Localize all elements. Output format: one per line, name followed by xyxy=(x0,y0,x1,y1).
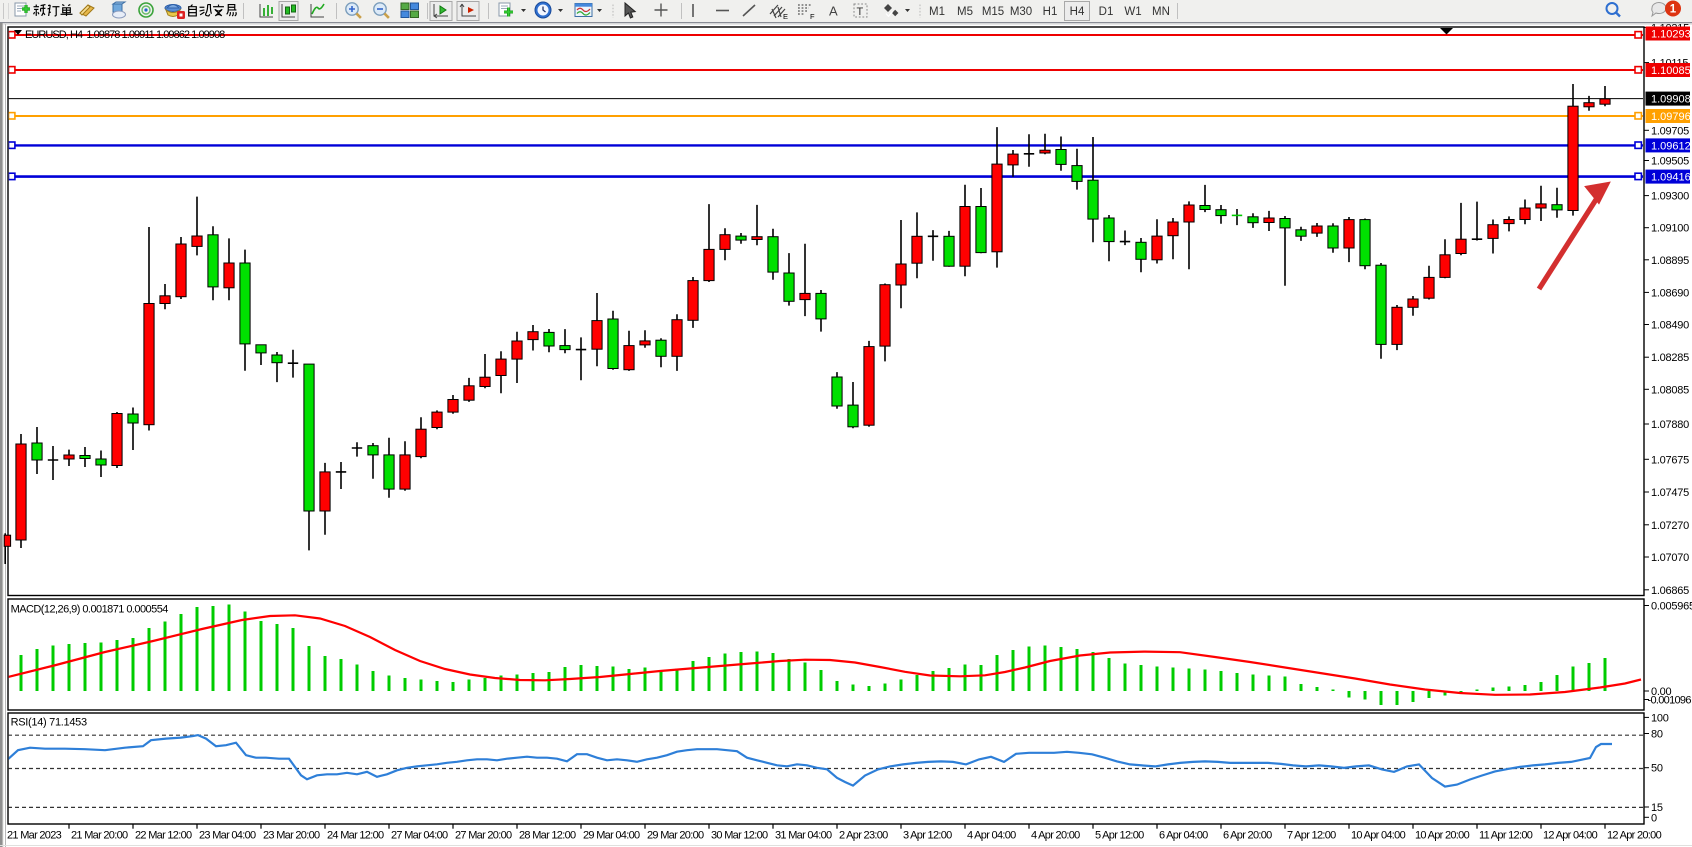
svg-text:2 Apr 23:00: 2 Apr 23:00 xyxy=(839,830,888,842)
svg-text:MACD(12,26,9) 0.001871 0.00055: MACD(12,26,9) 0.001871 0.000554 xyxy=(11,604,169,616)
svg-text:M1: M1 xyxy=(929,6,945,18)
svg-text:50: 50 xyxy=(1651,763,1663,775)
svg-text:1.10085: 1.10085 xyxy=(1651,65,1691,77)
svg-text:1.07270: 1.07270 xyxy=(1651,520,1689,532)
svg-text:M30: M30 xyxy=(1010,6,1032,18)
svg-text:1: 1 xyxy=(1670,4,1677,16)
svg-text:MN: MN xyxy=(1152,6,1170,18)
svg-text:22 Mar 12:00: 22 Mar 12:00 xyxy=(135,830,192,842)
svg-text:EURUSD, H4 1.09878 1.09911 1.: EURUSD, H4 1.09878 1.09911 1.09862 1.099… xyxy=(25,29,225,41)
svg-text:4 Apr 20:00: 4 Apr 20:00 xyxy=(1031,830,1080,842)
svg-text:100: 100 xyxy=(1651,712,1669,724)
svg-text:1.09612: 1.09612 xyxy=(1651,140,1691,152)
svg-text:1.09796: 1.09796 xyxy=(1651,111,1691,123)
svg-text:1.07475: 1.07475 xyxy=(1651,487,1689,499)
svg-text:6 Apr 04:00: 6 Apr 04:00 xyxy=(1159,830,1208,842)
svg-text:27 Mar 04:00: 27 Mar 04:00 xyxy=(391,830,448,842)
svg-text:31 Mar 04:00: 31 Mar 04:00 xyxy=(775,830,832,842)
svg-text:1.08285: 1.08285 xyxy=(1651,352,1689,364)
svg-text:-0.001096: -0.001096 xyxy=(1648,695,1692,707)
svg-text:12 Apr 04:00: 12 Apr 04:00 xyxy=(1543,830,1598,842)
svg-text:F: F xyxy=(810,12,815,21)
svg-text:0.005965: 0.005965 xyxy=(1651,601,1692,613)
svg-text:E: E xyxy=(783,12,788,21)
svg-text:1.07070: 1.07070 xyxy=(1651,552,1689,564)
svg-text:30 Mar 12:00: 30 Mar 12:00 xyxy=(711,830,768,842)
svg-text:1.09100: 1.09100 xyxy=(1651,223,1689,235)
svg-text:1.09505: 1.09505 xyxy=(1651,156,1689,168)
svg-text:1.09300: 1.09300 xyxy=(1651,191,1689,203)
svg-text:11 Apr 12:00: 11 Apr 12:00 xyxy=(1479,830,1533,842)
svg-text:27 Mar 20:00: 27 Mar 20:00 xyxy=(455,830,512,842)
svg-text:29 Mar 20:00: 29 Mar 20:00 xyxy=(647,830,704,842)
svg-text:7 Apr 12:00: 7 Apr 12:00 xyxy=(1287,830,1336,842)
svg-text:21 Mar 20:00: 21 Mar 20:00 xyxy=(71,830,128,842)
svg-text:M5: M5 xyxy=(957,6,973,18)
svg-text:3 Apr 12:00: 3 Apr 12:00 xyxy=(903,830,952,842)
svg-text:15: 15 xyxy=(1651,802,1663,814)
svg-text:RSI(14) 71.1453: RSI(14) 71.1453 xyxy=(11,717,87,729)
svg-text:1.08085: 1.08085 xyxy=(1651,384,1689,396)
svg-text:A: A xyxy=(829,4,838,19)
svg-text:H4: H4 xyxy=(1070,6,1085,18)
svg-text:1.07880: 1.07880 xyxy=(1651,419,1689,431)
svg-text:28 Mar 12:00: 28 Mar 12:00 xyxy=(519,830,576,842)
svg-text:1.10293: 1.10293 xyxy=(1651,29,1691,41)
svg-text:1.08895: 1.08895 xyxy=(1651,255,1689,267)
svg-text:29 Mar 04:00: 29 Mar 04:00 xyxy=(583,830,640,842)
svg-text:1.09416: 1.09416 xyxy=(1651,172,1691,184)
svg-text:23 Mar 04:00: 23 Mar 04:00 xyxy=(199,830,256,842)
svg-text:21 Mar 2023: 21 Mar 2023 xyxy=(7,830,62,842)
svg-text:1.09705: 1.09705 xyxy=(1651,125,1689,137)
svg-text:80: 80 xyxy=(1651,729,1663,741)
svg-text:10 Apr 20:00: 10 Apr 20:00 xyxy=(1415,830,1470,842)
svg-text:1.06865: 1.06865 xyxy=(1651,585,1689,597)
svg-text:D1: D1 xyxy=(1099,6,1114,18)
svg-text:12 Apr 20:00: 12 Apr 20:00 xyxy=(1607,830,1662,842)
svg-text:6 Apr 20:00: 6 Apr 20:00 xyxy=(1223,830,1272,842)
svg-text:W1: W1 xyxy=(1124,6,1141,18)
svg-text:1.07675: 1.07675 xyxy=(1651,454,1689,466)
svg-text:0.00: 0.00 xyxy=(1651,686,1672,698)
svg-text:4 Apr 04:00: 4 Apr 04:00 xyxy=(967,830,1016,842)
svg-text:0: 0 xyxy=(1651,812,1657,824)
svg-text:H1: H1 xyxy=(1043,6,1058,18)
svg-text:1.09908: 1.09908 xyxy=(1651,94,1691,106)
svg-text:5 Apr 12:00: 5 Apr 12:00 xyxy=(1095,830,1144,842)
svg-text:24 Mar 12:00: 24 Mar 12:00 xyxy=(327,830,384,842)
svg-text:1.08690: 1.08690 xyxy=(1651,287,1689,299)
svg-text:T: T xyxy=(857,6,864,18)
svg-text:M15: M15 xyxy=(982,6,1004,18)
svg-text:1.08490: 1.08490 xyxy=(1651,320,1689,332)
svg-text:10 Apr 04:00: 10 Apr 04:00 xyxy=(1351,830,1406,842)
svg-text:23 Mar 20:00: 23 Mar 20:00 xyxy=(263,830,320,842)
